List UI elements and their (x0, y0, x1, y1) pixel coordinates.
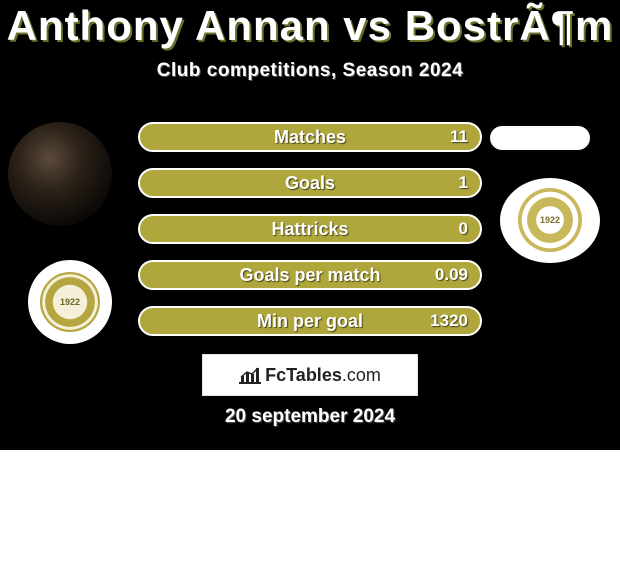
stat-value-right: 1 (458, 170, 468, 196)
stat-row: Min per goal 1320 (138, 306, 482, 336)
stat-row: Hattricks 0 (138, 214, 482, 244)
stat-row: Goals per match 0.09 (138, 260, 482, 290)
stat-row: Goals 1 (138, 168, 482, 198)
infographic-canvas: Anthony Annan vs BostrÃ¶m Club competiti… (0, 0, 620, 450)
club-crest-icon: 1922 (518, 188, 582, 252)
stat-value-right: 11 (450, 124, 468, 150)
stat-label: Matches (274, 124, 346, 150)
stat-value-right: 0 (458, 216, 468, 242)
bar-chart-icon (239, 366, 261, 384)
stat-label: Hattricks (271, 216, 348, 242)
footer-date: 20 september 2024 (0, 406, 620, 428)
stat-label: Goals per match (239, 262, 380, 288)
club-crest-icon: 1922 (40, 272, 100, 332)
stat-value-right: 0.09 (435, 262, 468, 288)
stat-label: Goals (285, 170, 335, 196)
branding-text-bold: FcTables (265, 365, 342, 385)
player-left-club-badge: 1922 (28, 260, 112, 344)
branding-badge: FcTables.com (202, 354, 418, 396)
stat-label: Min per goal (257, 308, 363, 334)
player-left-photo (8, 122, 112, 226)
page-subtitle: Club competitions, Season 2024 (0, 60, 620, 82)
player-right-club-badge: 1922 (500, 178, 600, 263)
branding-text-light: .com (342, 365, 381, 385)
stat-row: Matches 11 (138, 122, 482, 152)
player-right-photo-placeholder (490, 126, 590, 150)
page-title: Anthony Annan vs BostrÃ¶m (0, 2, 620, 50)
branding-text: FcTables.com (265, 365, 381, 386)
stat-value-right: 1320 (430, 308, 468, 334)
stats-list: Matches 11 Goals 1 Hattricks 0 Goals per… (138, 122, 482, 352)
